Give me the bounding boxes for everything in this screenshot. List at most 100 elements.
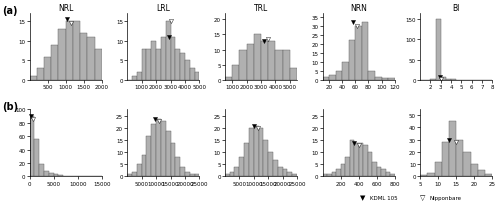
Bar xyxy=(146,136,152,177)
Bar xyxy=(240,50,246,81)
Bar xyxy=(161,38,166,81)
Text: ▽: ▽ xyxy=(420,194,425,200)
Text: (a): (a) xyxy=(2,6,18,16)
Bar xyxy=(430,80,436,81)
Bar xyxy=(194,174,200,177)
Bar xyxy=(268,153,273,177)
Bar xyxy=(176,49,180,81)
Bar xyxy=(166,22,170,81)
Bar xyxy=(386,172,390,177)
Bar xyxy=(372,162,376,177)
Bar xyxy=(441,78,446,81)
Bar xyxy=(194,73,200,81)
Bar xyxy=(127,174,132,177)
Bar xyxy=(282,50,290,81)
Bar xyxy=(254,35,261,81)
Bar xyxy=(356,26,362,81)
Bar xyxy=(278,167,282,177)
Bar xyxy=(336,72,342,81)
Bar xyxy=(342,63,349,81)
Bar xyxy=(44,57,51,81)
Bar xyxy=(446,80,451,81)
Bar xyxy=(292,174,297,177)
Bar xyxy=(368,153,372,177)
Bar xyxy=(156,49,161,81)
Bar xyxy=(388,79,394,81)
Bar xyxy=(137,73,141,81)
Bar xyxy=(354,143,358,177)
Bar xyxy=(190,174,194,177)
Bar xyxy=(49,173,54,177)
Bar xyxy=(152,41,156,81)
Bar xyxy=(73,22,80,81)
Bar xyxy=(350,141,354,177)
Bar xyxy=(268,41,276,81)
Bar xyxy=(376,167,381,177)
Bar xyxy=(180,167,185,177)
Bar xyxy=(30,77,37,81)
Bar xyxy=(261,41,268,81)
Bar xyxy=(375,77,382,81)
Bar xyxy=(58,30,66,81)
Text: (b): (b) xyxy=(2,102,18,112)
Bar xyxy=(442,142,449,177)
Bar xyxy=(240,157,244,177)
Bar xyxy=(232,66,239,81)
Bar xyxy=(362,23,368,81)
Bar xyxy=(358,143,363,177)
Bar xyxy=(449,122,456,177)
Bar xyxy=(230,172,234,177)
Bar xyxy=(464,152,470,177)
Text: Nipponbare: Nipponbare xyxy=(430,195,462,200)
Bar xyxy=(225,78,232,81)
Bar xyxy=(132,77,137,81)
Bar xyxy=(161,122,166,177)
Bar xyxy=(345,157,350,177)
Bar xyxy=(273,160,278,177)
Bar xyxy=(225,174,230,177)
Title: LRL: LRL xyxy=(156,4,170,13)
Bar xyxy=(190,69,194,81)
Title: BI: BI xyxy=(452,4,460,13)
Bar xyxy=(170,38,175,81)
Bar xyxy=(156,119,161,177)
Title: TRL: TRL xyxy=(254,4,268,13)
Bar xyxy=(66,22,73,81)
Bar xyxy=(254,126,258,177)
Bar xyxy=(340,165,345,177)
Bar xyxy=(332,172,336,177)
Bar xyxy=(234,167,240,177)
Bar xyxy=(276,50,282,81)
Bar xyxy=(249,129,254,177)
Bar xyxy=(381,169,386,177)
Bar xyxy=(327,174,332,177)
Bar xyxy=(88,38,94,81)
Bar xyxy=(434,162,442,177)
Bar xyxy=(246,44,254,81)
Bar xyxy=(451,80,456,81)
Bar xyxy=(54,175,59,177)
Bar xyxy=(39,165,44,177)
Bar xyxy=(185,172,190,177)
Bar xyxy=(137,165,141,177)
Bar xyxy=(322,77,329,81)
Bar xyxy=(176,157,180,177)
Bar xyxy=(94,49,102,81)
Bar xyxy=(51,45,59,81)
Bar xyxy=(44,171,49,177)
Text: ▼: ▼ xyxy=(360,194,365,200)
Bar xyxy=(456,140,464,177)
Bar xyxy=(478,170,485,177)
Bar xyxy=(382,79,388,81)
Text: KDML 105: KDML 105 xyxy=(370,195,398,200)
Bar xyxy=(420,175,428,177)
Bar xyxy=(142,155,146,177)
Bar xyxy=(322,174,327,177)
Bar xyxy=(258,129,264,177)
Bar xyxy=(152,124,156,177)
Bar xyxy=(336,169,340,177)
Bar xyxy=(290,69,297,81)
Bar xyxy=(368,72,375,81)
Bar xyxy=(166,131,170,177)
Bar xyxy=(363,145,368,177)
